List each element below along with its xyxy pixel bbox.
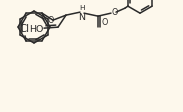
Text: O: O xyxy=(102,18,108,27)
Text: Cl: Cl xyxy=(19,24,29,34)
Text: O: O xyxy=(48,15,54,25)
Text: H: H xyxy=(79,5,85,11)
Text: N: N xyxy=(79,13,85,22)
Text: O: O xyxy=(112,8,118,17)
Text: HO: HO xyxy=(29,25,43,34)
